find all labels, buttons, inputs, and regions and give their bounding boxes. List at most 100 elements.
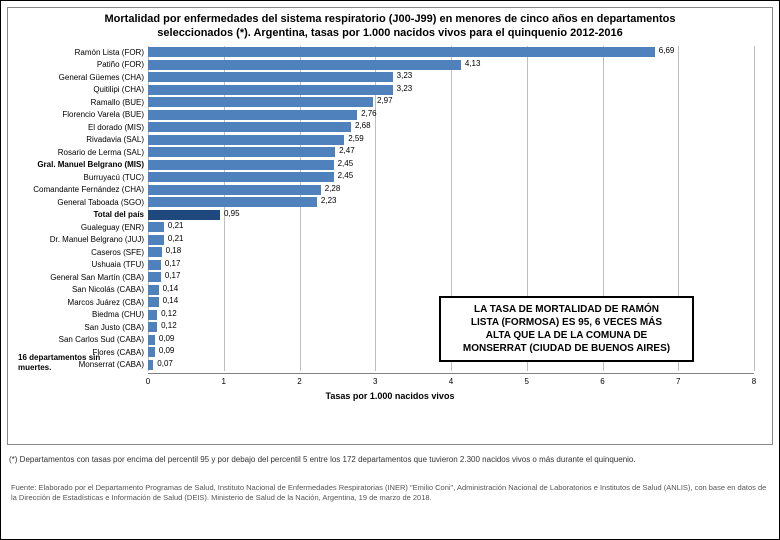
bar-row: General Taboada (SGO)2,23 bbox=[148, 196, 754, 209]
bar-label: Ushuaia (TFU) bbox=[8, 260, 148, 269]
bar-label: Florencio Varela (BUE) bbox=[8, 110, 148, 119]
bar-value: 2,23 bbox=[317, 196, 337, 205]
bar-label: Dr. Manuel Belgrano (JUJ) bbox=[8, 235, 148, 244]
bar-label: Marcos Juárez (CBA) bbox=[8, 298, 148, 307]
bar-row: Rosario de Lerma (SAL)2,47 bbox=[148, 146, 754, 159]
bar-value: 0,09 bbox=[155, 334, 175, 343]
bar-value: 2,59 bbox=[344, 134, 364, 143]
x-tick: 4 bbox=[449, 377, 453, 386]
bar-label: San Carlos Sud (CABA) bbox=[8, 335, 148, 344]
bar-row: General Güemes (CHA)3,23 bbox=[148, 71, 754, 84]
bar-label: Rosario de Lerma (SAL) bbox=[8, 148, 148, 157]
callout-line-4: MONSERRAT (CIUDAD DE BUENOS AIRES) bbox=[463, 343, 670, 354]
bar-row: Comandante Fernández (CHA)2,28 bbox=[148, 184, 754, 197]
bar-value: 2,45 bbox=[334, 171, 354, 180]
bottom-note-line-1: 16 departamentos sin bbox=[18, 353, 100, 362]
chart-container: Mortalidad por enfermedades del sistema … bbox=[7, 7, 773, 445]
bar-row: Rivadavia (SAL)2,59 bbox=[148, 134, 754, 147]
callout-line-3: ALTA QUE LA DE LA COMUNA DE bbox=[486, 330, 647, 341]
bar-value: 3,23 bbox=[393, 71, 413, 80]
bar: 2,28 bbox=[148, 185, 321, 195]
bar: 2,45 bbox=[148, 160, 334, 170]
bar: 2,97 bbox=[148, 97, 373, 107]
bar: 0,17 bbox=[148, 260, 161, 270]
bar: 2,76 bbox=[148, 110, 357, 120]
bottom-note-line-2: muertes. bbox=[18, 363, 51, 372]
bar-value: 2,28 bbox=[321, 184, 341, 193]
bar: 0,17 bbox=[148, 272, 161, 282]
callout-line-2: LISTA (FORMOSA) ES 95, 6 VECES MÁS bbox=[471, 317, 662, 328]
bar-value: 2,76 bbox=[357, 109, 377, 118]
title-line-1: Mortalidad por enfermedades del sistema … bbox=[105, 13, 676, 25]
x-tick: 0 bbox=[146, 377, 150, 386]
bar-row: Dr. Manuel Belgrano (JUJ)0,21 bbox=[148, 234, 754, 247]
bar-label: Gualeguay (ENR) bbox=[8, 223, 148, 232]
bar-label: Quitilipi (CHA) bbox=[8, 85, 148, 94]
bar-label: San Nicolás (CABA) bbox=[8, 285, 148, 294]
title-line-2: seleccionados (*). Argentina, tasas por … bbox=[157, 27, 622, 39]
bar: 0,21 bbox=[148, 222, 164, 232]
bar-value: 2,68 bbox=[351, 121, 371, 130]
bar: 3,23 bbox=[148, 85, 393, 95]
bar-value: 0,12 bbox=[157, 321, 177, 330]
bar: 2,23 bbox=[148, 197, 317, 207]
bar-row: Total del país0,95 bbox=[148, 209, 754, 222]
bar: 0,18 bbox=[148, 247, 162, 257]
bar-label: Biedma (CHU) bbox=[8, 310, 148, 319]
bar-value: 0,95 bbox=[220, 209, 240, 218]
bar-value: 0,09 bbox=[155, 346, 175, 355]
bar-label: Rivadavia (SAL) bbox=[8, 135, 148, 144]
bar-value: 0,21 bbox=[164, 221, 184, 230]
bar-row: Ushuaia (TFU)0,17 bbox=[148, 259, 754, 272]
bar-value: 3,23 bbox=[393, 84, 413, 93]
bar: 0,14 bbox=[148, 297, 159, 307]
bar: 2,68 bbox=[148, 122, 351, 132]
x-tick: 6 bbox=[600, 377, 604, 386]
bar: 0,07 bbox=[148, 360, 153, 370]
bar-row: Quitilipi (CHA)3,23 bbox=[148, 84, 754, 97]
bar-value: 0,17 bbox=[161, 259, 181, 268]
bar: 0,12 bbox=[148, 310, 157, 320]
bar: 3,23 bbox=[148, 72, 393, 82]
bar-row: Caseros (SFE)0,18 bbox=[148, 246, 754, 259]
bar: 4,13 bbox=[148, 60, 461, 70]
bar-value: 2,45 bbox=[334, 159, 354, 168]
bar-label: Ramón Lista (FOR) bbox=[8, 48, 148, 57]
bar: 6,69 bbox=[148, 47, 655, 57]
bar-row: Ramón Lista (FOR)6,69 bbox=[148, 46, 754, 59]
bar: 2,59 bbox=[148, 135, 344, 145]
bar-label: General Güemes (CHA) bbox=[8, 73, 148, 82]
bar-label: Comandante Fernández (CHA) bbox=[8, 185, 148, 194]
bar-value: 0,18 bbox=[162, 246, 182, 255]
bar-label: Gral. Manuel Belgrano (MIS) bbox=[8, 160, 148, 169]
bottom-note: 16 departamentos sin muertes. bbox=[18, 353, 100, 372]
bar-label: San Justo (CBA) bbox=[8, 323, 148, 332]
bar-label: Caseros (SFE) bbox=[8, 248, 148, 257]
bar: 0,09 bbox=[148, 335, 155, 345]
x-ticks: 012345678 bbox=[148, 377, 754, 389]
bar-value: 0,14 bbox=[159, 296, 179, 305]
x-axis-label: Tasas por 1.000 nacidos vivos bbox=[326, 391, 455, 401]
bar: 2,47 bbox=[148, 147, 335, 157]
bar: 0,21 bbox=[148, 235, 164, 245]
bar-row: Patiño (FOR)4,13 bbox=[148, 59, 754, 72]
bar: 0,14 bbox=[148, 285, 159, 295]
bar: 0,09 bbox=[148, 347, 155, 357]
bar-label: El dorado (MIS) bbox=[8, 123, 148, 132]
bar-row: Burruyacú (TUC)2,45 bbox=[148, 171, 754, 184]
bar: 0,12 bbox=[148, 322, 157, 332]
source-text: Fuente: Elaborado por el Departamento Pr… bbox=[11, 483, 769, 503]
bar-row: General San Martín (CBA)0,17 bbox=[148, 271, 754, 284]
bar-label: Burruyacú (TUC) bbox=[8, 173, 148, 182]
x-tick: 8 bbox=[752, 377, 756, 386]
bar-value: 0,21 bbox=[164, 234, 184, 243]
bar-row: El dorado (MIS)2,68 bbox=[148, 121, 754, 134]
bar-label: General Taboada (SGO) bbox=[8, 198, 148, 207]
bar-row: San Nicolás (CABA)0,14 bbox=[148, 284, 754, 297]
gridline bbox=[754, 46, 755, 371]
x-tick: 7 bbox=[676, 377, 680, 386]
x-tick: 3 bbox=[373, 377, 377, 386]
footer-note: (*) Departamentos con tasas por encima d… bbox=[9, 455, 771, 464]
bar-row: Gral. Manuel Belgrano (MIS)2,45 bbox=[148, 159, 754, 172]
bar-value: 6,69 bbox=[655, 46, 675, 55]
